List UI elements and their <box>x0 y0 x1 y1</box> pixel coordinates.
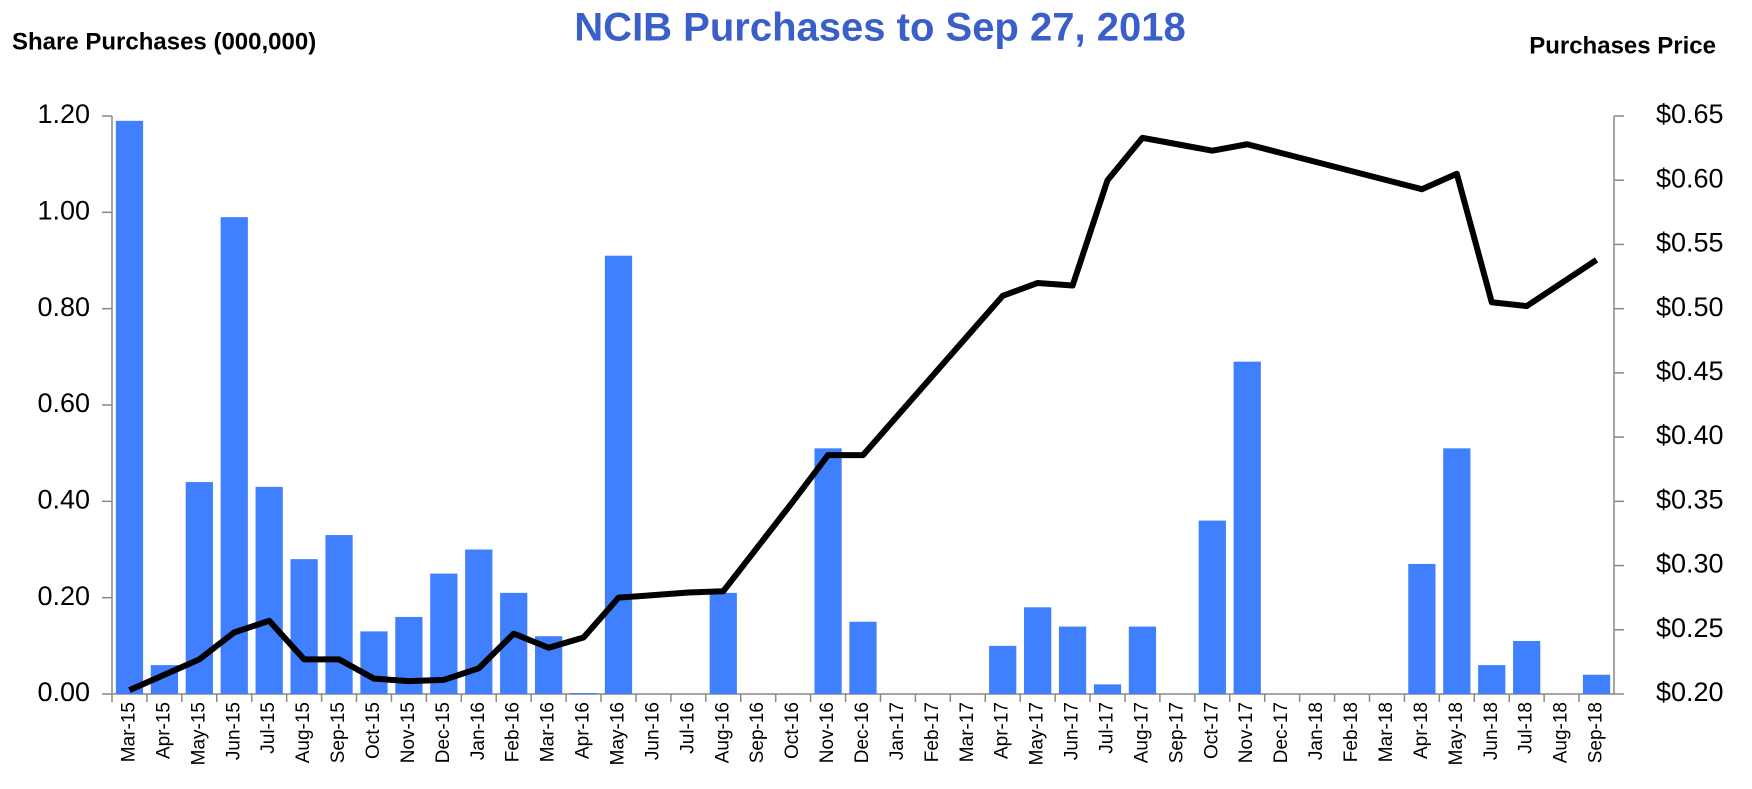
bar <box>569 693 598 694</box>
bar <box>989 645 1017 694</box>
x-tick-label: Nov-15 <box>398 702 419 763</box>
x-tick-label: Dec-16 <box>852 702 873 763</box>
x-tick-label: Apr-18 <box>1411 702 1432 759</box>
price-line <box>128 134 1599 693</box>
bar <box>1093 684 1122 694</box>
x-tick-label: Dec-15 <box>433 702 454 763</box>
bar <box>1198 520 1226 694</box>
y-tick-label: 0.60 <box>37 388 90 418</box>
x-tick-label: Mar-15 <box>118 702 139 762</box>
bar <box>360 631 388 694</box>
x-tick-label: Mar-17 <box>957 702 978 762</box>
y2-tick-label: $0.50 <box>1656 292 1724 322</box>
x-tick-label: Jun-15 <box>223 702 244 760</box>
x-tick-label: Apr-15 <box>153 702 174 759</box>
y2-tick-label: $0.35 <box>1656 484 1724 514</box>
y-tick-label: 1.20 <box>37 99 90 129</box>
x-tick-label: Oct-15 <box>363 702 384 759</box>
x-tick-label: Jul-15 <box>258 702 279 754</box>
x-tick-label: Mar-16 <box>538 702 559 762</box>
x-tick-label: May-16 <box>608 702 629 765</box>
y-tick-label: 0.20 <box>37 581 90 611</box>
y2-tick-label: $0.20 <box>1656 677 1724 707</box>
bar <box>1582 674 1611 694</box>
x-tick-label: Jul-18 <box>1516 702 1537 754</box>
x-tick-label: Aug-18 <box>1551 702 1572 763</box>
y2-tick-label: $0.65 <box>1656 99 1724 129</box>
y2-tick-label: $0.40 <box>1656 420 1724 450</box>
x-tick-label: Feb-17 <box>922 702 943 762</box>
bar <box>1128 626 1157 694</box>
x-tick-label: Jan-16 <box>468 702 489 760</box>
bar <box>709 592 737 694</box>
x-tick-label: Jan-17 <box>887 702 908 760</box>
bar <box>1408 563 1436 694</box>
x-tick-label: Nov-17 <box>1236 702 1257 763</box>
x-tick-label: Jun-16 <box>642 702 663 760</box>
x-tick-label: Feb-18 <box>1341 702 1362 762</box>
y2-tick-label: $0.60 <box>1656 163 1724 193</box>
x-tick-label: Sep-17 <box>1166 702 1187 763</box>
y-tick-label: 0.40 <box>37 484 90 514</box>
bar <box>849 621 877 694</box>
chart-title: NCIB Purchases to Sep 27, 2018 <box>574 6 1185 50</box>
y-tick-label: 0.00 <box>37 677 90 707</box>
x-tick-label: Mar-18 <box>1376 702 1397 762</box>
x-tick-label: Apr-17 <box>992 702 1013 759</box>
y2-tick-label: $0.45 <box>1656 356 1724 386</box>
bar <box>290 559 318 694</box>
bar <box>1443 448 1471 694</box>
x-tick-label: Dec-17 <box>1271 702 1292 763</box>
y-tick-label: 0.80 <box>37 292 90 322</box>
y2-tick-label: $0.30 <box>1656 549 1724 579</box>
x-tick-label: Aug-15 <box>293 702 314 763</box>
x-tick-label: Jun-17 <box>1062 702 1083 760</box>
x-tick-label: Jul-17 <box>1097 702 1118 754</box>
bar <box>1478 665 1506 694</box>
bar <box>1024 607 1052 694</box>
bar <box>1233 361 1261 694</box>
x-tick-label: Sep-16 <box>747 702 768 763</box>
bar <box>325 535 353 694</box>
x-tick-label: Nov-16 <box>817 702 838 763</box>
bar <box>1513 641 1541 694</box>
y2-tick-label: $0.25 <box>1656 613 1724 643</box>
bar <box>604 255 633 694</box>
x-tick-label: Oct-16 <box>782 702 803 759</box>
bar <box>1058 626 1087 694</box>
x-tick-label: Aug-17 <box>1131 702 1152 763</box>
y2-tick-label: $0.55 <box>1656 228 1724 258</box>
bar <box>115 120 144 695</box>
x-tick-label: Jan-18 <box>1306 702 1327 760</box>
x-tick-label: Jun-18 <box>1481 702 1502 760</box>
y-axis-title: Share Purchases (000,000) <box>12 28 316 55</box>
y2-axis-title: Purchases Price <box>1529 32 1716 59</box>
y-tick-label: 1.00 <box>37 195 90 225</box>
x-tick-label: May-15 <box>188 702 209 765</box>
bar <box>814 448 842 694</box>
x-tick-label: Sep-18 <box>1586 702 1607 763</box>
bar <box>220 217 248 694</box>
x-tick-label: May-17 <box>1027 702 1048 765</box>
x-tick-label: Aug-16 <box>712 702 733 763</box>
x-tick-label: Oct-17 <box>1201 702 1222 759</box>
x-tick-label: Sep-15 <box>328 702 349 763</box>
bar <box>255 486 283 694</box>
x-tick-label: Apr-16 <box>573 702 594 759</box>
x-tick-label: May-18 <box>1446 702 1467 765</box>
x-tick-label: Jul-16 <box>677 702 698 754</box>
x-tick-label: Feb-16 <box>503 702 524 762</box>
